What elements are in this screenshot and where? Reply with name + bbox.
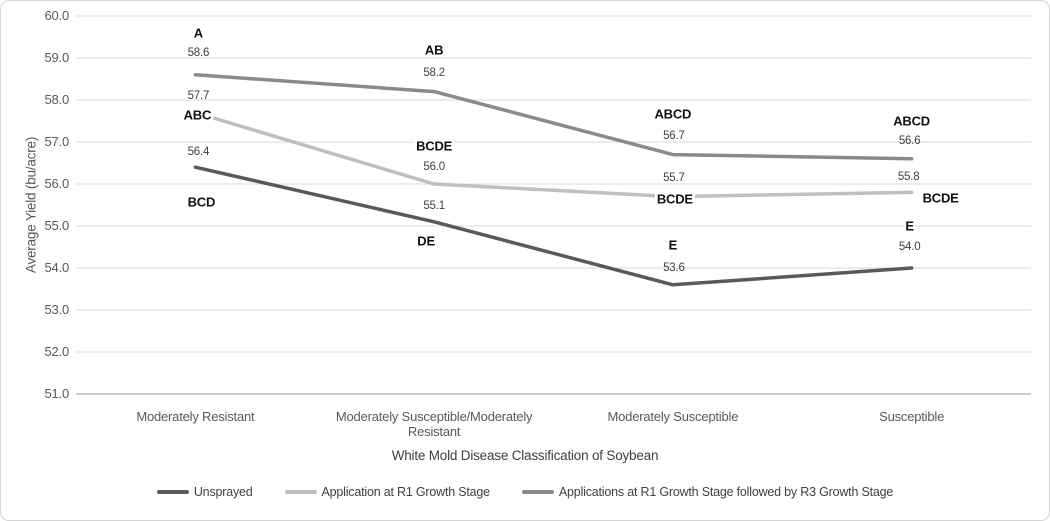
category-label: Moderately Susceptible (607, 409, 739, 424)
significance-letter-label: BCDE (920, 190, 961, 206)
legend-label: Applications at R1 Growth Stage followed… (558, 485, 894, 499)
y-tick-label: 58.0 (44, 92, 69, 107)
series-line-3 (193, 73, 914, 161)
significance-letter-label: BCD (185, 194, 218, 210)
y-tick-label: 51.0 (44, 386, 69, 401)
value-label: 57.7 (187, 89, 210, 102)
legend-line-swatch (284, 490, 317, 494)
category-label: Susceptible (879, 409, 945, 424)
significance-letter-label: BCDE (414, 138, 455, 154)
y-tick-label: 56.0 (44, 176, 69, 191)
significance-letter-label: AB (422, 42, 446, 58)
legend-label: Unsprayed (193, 485, 253, 499)
significance-letter-label: ABC (181, 107, 214, 123)
legend-line-swatch (156, 490, 189, 494)
value-label: 56.0 (423, 161, 445, 173)
category-label: Moderately Susceptible/Moderately Resist… (335, 409, 533, 439)
y-tick-label: 52.0 (44, 344, 69, 359)
significance-letter-label: E (666, 237, 680, 253)
legend-label: Application at R1 Growth Stage (321, 485, 491, 499)
significance-letter-label: ABCD (652, 106, 694, 122)
x-axis-title: White Mold Disease Classification of Soy… (391, 448, 659, 463)
legend-line-swatch (521, 490, 554, 494)
value-label: 56.6 (898, 134, 921, 147)
legend-item: Unsprayed (156, 485, 253, 499)
significance-letter-label: BCDE (654, 191, 695, 207)
y-tick-label: 55.0 (44, 218, 69, 233)
value-label: 58.2 (423, 66, 445, 79)
significance-letter-label: DE (415, 233, 437, 249)
value-label: 54.0 (898, 241, 921, 253)
legend: Unsprayed Application at R1 Growth Stage A… (1, 482, 1049, 502)
y-tick-label: 57.0 (44, 134, 69, 149)
value-label: 58.6 (187, 46, 210, 59)
value-label: 55.1 (423, 199, 445, 212)
legend-item: Applications at R1 Growth Stage followed… (521, 485, 894, 499)
value-label: 55.8 (897, 171, 920, 184)
y-tick-label: 59.0 (44, 50, 69, 65)
y-tick-label: 60.0 (44, 8, 69, 23)
value-label: 55.7 (663, 171, 685, 184)
significance-letter-label: ABCD (891, 113, 933, 129)
significance-letter-label: E (903, 218, 916, 234)
legend-item: Application at R1 Growth Stage (284, 485, 491, 499)
significance-letter-label: A (191, 25, 205, 41)
value-label: 53.6 (663, 261, 685, 274)
y-axis-title: Average Yield (bu/acre) (23, 136, 39, 274)
category-label: Moderately Resistant (136, 409, 255, 424)
series-line-2 (193, 110, 914, 199)
value-label: 56.7 (663, 129, 685, 142)
series-line-1 (193, 165, 914, 287)
value-label: 56.4 (187, 146, 210, 159)
y-tick-label: 53.0 (44, 302, 69, 317)
y-tick-label: 54.0 (44, 260, 69, 275)
